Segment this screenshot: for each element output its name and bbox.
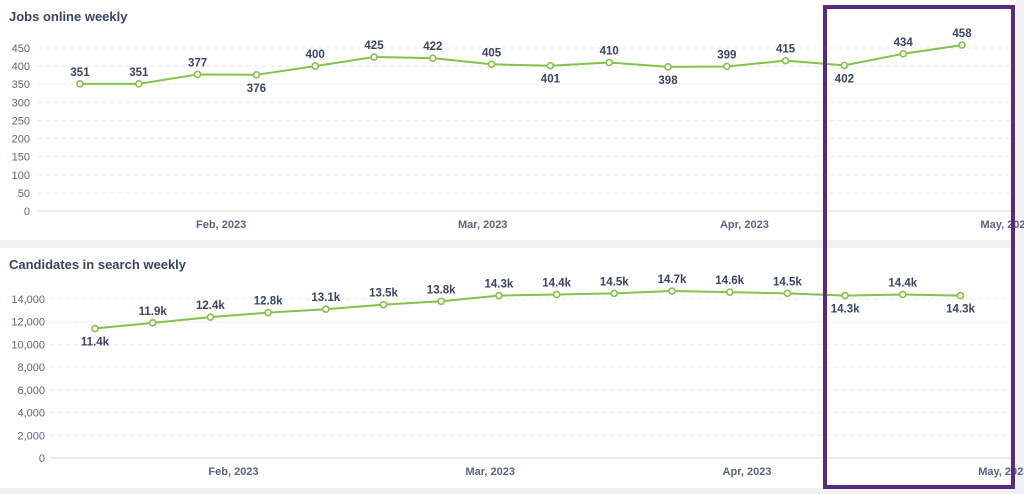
data-point[interactable] (148, 319, 157, 327)
x-tick-label: Feb, 2023 (208, 466, 258, 478)
y-tick-label: 12,000 (11, 317, 45, 329)
y-tick-label: 6,000 (17, 385, 45, 397)
data-label: 400 (306, 49, 325, 61)
data-label: 14.4k (542, 277, 571, 289)
data-point[interactable] (841, 291, 849, 300)
data-point[interactable] (664, 63, 672, 71)
y-tick-label: 300 (12, 97, 30, 109)
data-point[interactable] (252, 71, 261, 79)
y-tick-label: 50 (18, 188, 30, 200)
data-point[interactable] (370, 53, 378, 61)
data-label: 14.3k (831, 304, 860, 316)
y-tick-label: 250 (12, 115, 30, 127)
data-point[interactable] (610, 289, 619, 298)
jobs-chart-svg: 0 50 100 150 200 250 300 350 400 450 Feb, 2023 Mar,… (12, 28, 1024, 231)
data-label: 351 (70, 67, 90, 79)
data-label: 12.8k (254, 296, 283, 308)
data-label: 405 (482, 47, 502, 59)
data-point[interactable] (135, 80, 143, 88)
candidates-chart-panel: Candidates in search weekly 0 2,000 4,000 6… (0, 248, 1024, 488)
y-tick-label: 450 (12, 43, 30, 55)
data-label: 399 (717, 49, 736, 61)
x-tick-label: Apr, 2023 (720, 219, 769, 231)
data-point[interactable] (956, 291, 965, 300)
data-point[interactable] (783, 289, 792, 298)
y-tick-label: 2,000 (17, 430, 45, 442)
data-label: 425 (364, 40, 384, 52)
y-tick-label: 10,000 (11, 339, 45, 351)
data-label: 458 (952, 28, 972, 40)
data-point[interactable] (206, 313, 215, 321)
y-tick-label: 4,000 (17, 408, 45, 420)
data-label: 402 (835, 73, 854, 85)
x-tick-label: Mar, 2023 (458, 219, 508, 231)
data-label: 422 (423, 41, 442, 53)
data-label: 434 (894, 37, 914, 49)
data-point[interactable] (379, 300, 388, 309)
data-point[interactable] (552, 290, 561, 299)
data-label: 376 (247, 83, 266, 95)
data-point[interactable] (495, 291, 503, 300)
data-label: 14.6k (715, 275, 744, 287)
data-point[interactable] (311, 62, 320, 70)
data-label: 351 (129, 67, 149, 79)
jobs-chart-title: Jobs online weekly (9, 9, 128, 24)
y-tick-label: 100 (12, 170, 30, 182)
y-tick-label: 8,000 (17, 362, 45, 374)
x-tick-label: Apr, 2023 (723, 466, 772, 478)
x-tick-label: Feb, 2023 (196, 219, 246, 231)
jobs-chart-panel: Jobs online weekly 0 50 100 150 200 250 300 350… (0, 0, 1024, 240)
data-point[interactable] (321, 305, 330, 314)
data-point[interactable] (76, 80, 84, 88)
y-tick-label: 150 (12, 152, 30, 164)
data-point[interactable] (193, 70, 202, 79)
data-point[interactable] (91, 324, 99, 333)
candidates-chart-title: Candidates in search weekly (9, 257, 187, 272)
series-line (94, 290, 961, 330)
data-label: 410 (600, 45, 619, 57)
series-line (80, 44, 963, 85)
data-point[interactable] (725, 288, 734, 296)
y-tick-label: 14,000 (11, 294, 45, 306)
data-label: 13.8k (427, 284, 456, 296)
data-label: 14.5k (600, 276, 629, 288)
data-label: 377 (188, 57, 207, 69)
x-tick-label: May, 2023 (981, 219, 1024, 231)
data-label: 14.7k (658, 274, 687, 286)
data-label: 401 (541, 74, 561, 86)
data-point[interactable] (958, 41, 966, 49)
y-tick-label: 0 (24, 206, 30, 218)
data-label: 14.3k (946, 304, 975, 316)
candidates-chart-svg: 0 2,000 4,000 6,000 8,000 10,000 12,000 14,000 F… (11, 274, 1024, 478)
data-label: 14.4k (888, 277, 917, 289)
y-tick-label: 400 (12, 61, 30, 73)
data-label: 13.5k (369, 288, 398, 300)
x-tick-label: May, 2023 (978, 466, 1024, 478)
data-point[interactable] (437, 297, 446, 306)
data-point[interactable] (840, 61, 849, 70)
data-label: 398 (658, 75, 678, 87)
data-point[interactable] (264, 308, 272, 317)
y-tick-label: 350 (12, 79, 30, 91)
data-point[interactable] (668, 287, 676, 295)
data-point[interactable] (428, 54, 437, 62)
y-tick-label: 200 (12, 134, 30, 146)
data-point[interactable] (898, 290, 907, 299)
data-label: 13.1k (311, 292, 340, 304)
data-point[interactable] (781, 56, 790, 65)
data-point[interactable] (487, 60, 496, 69)
data-point[interactable] (722, 62, 731, 71)
data-label: 12.4k (196, 300, 225, 312)
data-label: 11.9k (139, 306, 168, 318)
y-tick-label: 0 (39, 453, 45, 465)
x-tick-label: Mar, 2023 (465, 466, 515, 478)
data-point[interactable] (899, 49, 908, 58)
data-point[interactable] (605, 58, 614, 67)
data-label: 415 (776, 44, 796, 56)
data-point[interactable] (546, 61, 555, 70)
data-label: 11.4k (81, 337, 110, 349)
data-label: 14.5k (773, 276, 802, 288)
data-label: 14.3k (485, 279, 514, 291)
